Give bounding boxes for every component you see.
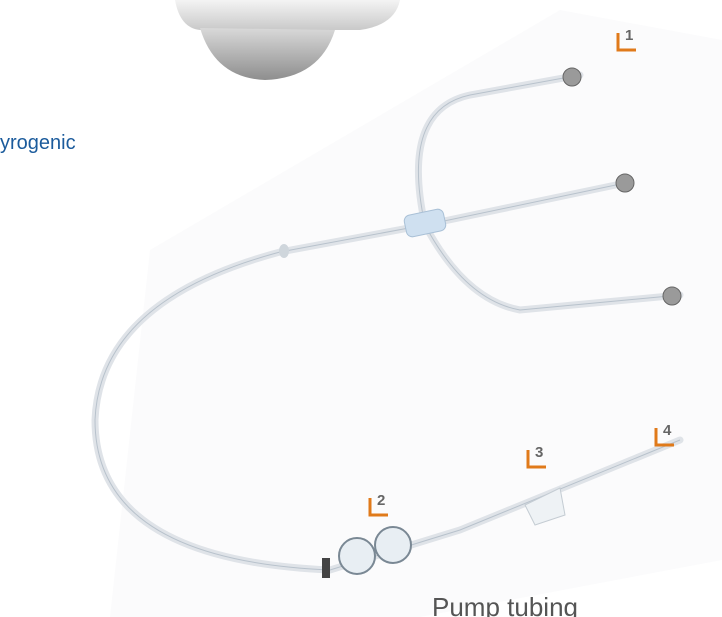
intro-text: yrogenic (0, 132, 76, 154)
pump-segment (524, 487, 566, 526)
callout-number: 1 (625, 27, 633, 44)
device-body (175, 0, 400, 30)
device-dome (200, 28, 335, 80)
tubing-outline (94, 74, 681, 571)
luer-connectors (562, 67, 682, 306)
clip (279, 244, 289, 258)
end-cap (322, 558, 330, 578)
callout-number: 2 (377, 492, 385, 509)
caption: Pump tubing (432, 592, 578, 617)
callout-number: 4 (663, 422, 672, 439)
y-connector (403, 208, 447, 238)
callout-marks (368, 33, 674, 517)
drip-chambers (338, 526, 412, 575)
backdrop (110, 10, 722, 617)
callout-number: 3 (535, 444, 543, 461)
